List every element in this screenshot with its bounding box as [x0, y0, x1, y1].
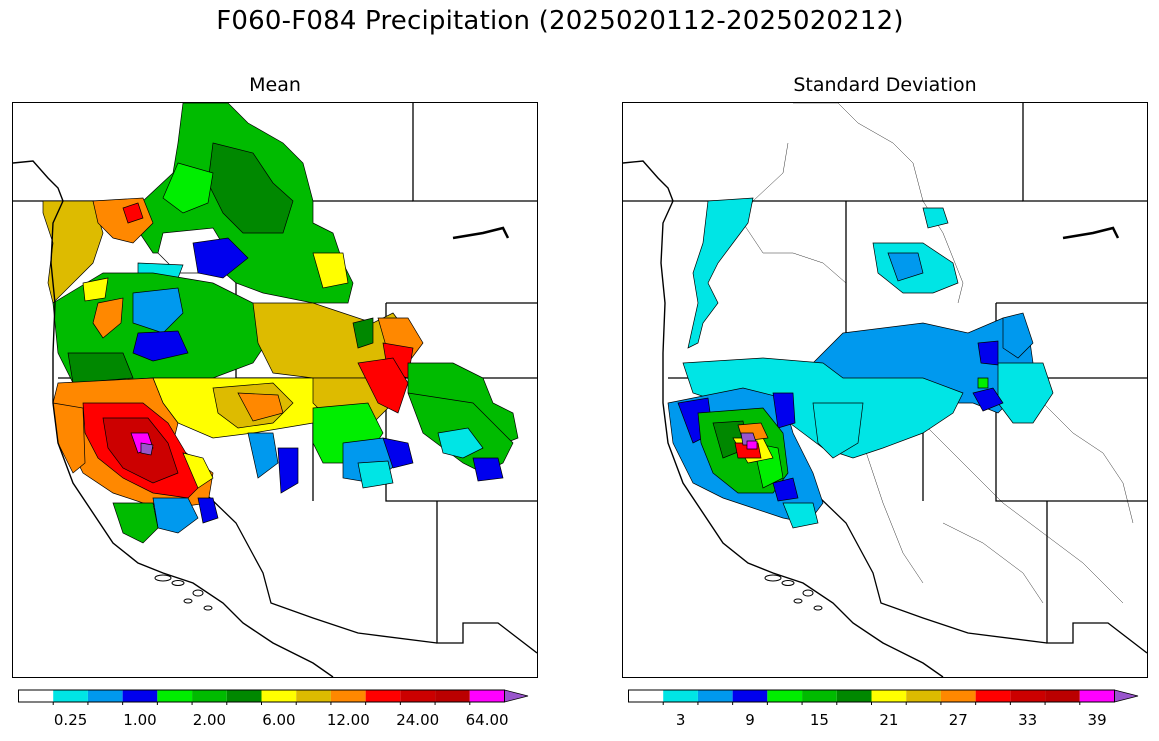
region-ca-cyan — [782, 502, 819, 529]
region-wy-green-dark — [352, 317, 374, 349]
colorbar-extend-arrow — [1114, 689, 1139, 703]
colorbar-tick-label: 3 — [675, 711, 686, 729]
mean-map-canvas — [13, 103, 537, 677]
colorbar-cell — [871, 690, 907, 702]
colorbar-tick-label: 27 — [948, 711, 968, 729]
region-ca-green — [112, 502, 159, 544]
region-id-blue — [887, 252, 924, 282]
region-wa-red — [122, 202, 144, 224]
mean-panel-title: Mean — [249, 74, 301, 96]
region-ut-cyan — [812, 402, 864, 459]
region-co-navy — [972, 387, 1004, 412]
stddev-map — [622, 102, 1148, 678]
stddev-colorbar — [628, 689, 1139, 705]
region-co-navy2 — [977, 340, 999, 366]
region-mt-cyan — [922, 207, 949, 229]
region-ut-red — [357, 357, 409, 414]
region-or-green2 — [67, 352, 134, 384]
islands — [154, 574, 213, 611]
colorbar-cell — [1010, 690, 1046, 702]
colorbar-tick-label: 1.00 — [123, 711, 157, 729]
region-id-yellow — [312, 252, 349, 289]
colorbar-cell — [261, 690, 297, 702]
colorbar-tick-label: 64.00 — [465, 711, 509, 729]
region-ca-navy2 — [772, 392, 796, 429]
region-ca-yellow — [182, 452, 214, 489]
colorbar-cell — [122, 690, 158, 702]
colorbar-extend-arrow — [504, 689, 529, 703]
colorbar-cell — [400, 690, 436, 702]
region-co-blue — [472, 457, 504, 482]
coastline — [623, 160, 1120, 677]
colorbar-cell — [18, 690, 54, 702]
region-or-blue — [132, 287, 184, 334]
colorbar-tick-label: 39 — [1087, 711, 1107, 729]
colorbar-cell — [906, 690, 941, 702]
colorbar-cell — [226, 690, 262, 702]
canada-boundary-line — [412, 103, 537, 202]
colorbar-cell — [435, 690, 470, 702]
region-nv-orange — [237, 392, 284, 422]
basin-lines — [742, 103, 1134, 604]
colorbar-cell — [975, 690, 1011, 702]
colorbar-tick-label: 2.00 — [192, 711, 227, 729]
region-or-navy — [132, 330, 189, 362]
region-ut-navy — [382, 437, 414, 469]
region-or-yellow — [82, 277, 109, 302]
colorbar-cell — [836, 690, 872, 702]
mean-map — [12, 102, 538, 678]
colorbar-cell — [802, 690, 837, 702]
colorbar-cell — [767, 690, 803, 702]
region-co-cyan2 — [357, 460, 394, 489]
colorbar-tick-label: 0.25 — [53, 711, 88, 729]
region-co-cyan — [997, 362, 1054, 424]
region-ca-purple — [140, 442, 154, 456]
islands — [764, 574, 823, 611]
colorbar-cell — [87, 690, 123, 702]
colorbar-cell — [53, 690, 88, 702]
region-lime — [162, 162, 214, 214]
colorbar-cell — [330, 690, 366, 702]
region-wa-cyan — [687, 197, 754, 349]
coastline — [13, 160, 510, 677]
region-or-orange — [92, 297, 124, 339]
stddev-regions — [667, 197, 1054, 529]
colorbar-tick-label: 21 — [879, 711, 899, 729]
region-ca-navy — [197, 497, 219, 524]
colorbar-cell — [365, 690, 401, 702]
region-co-green — [977, 377, 989, 389]
colorbar-tick-label: 9 — [745, 711, 755, 729]
mean-regions — [42, 103, 519, 544]
stddev-map-canvas — [623, 103, 1147, 677]
region-ca-navy2 — [277, 447, 299, 494]
region-co-cyan — [437, 427, 484, 459]
colorbar-cell — [469, 690, 505, 702]
mean-colorbar — [18, 689, 529, 705]
colorbar-cell — [628, 690, 664, 702]
colorbar-cell — [192, 690, 227, 702]
colorbar-cell — [1045, 690, 1080, 702]
colorbar-tick-label: 15 — [809, 711, 829, 729]
region-ca-blue2 — [247, 432, 279, 479]
colorbar-cell — [296, 690, 331, 702]
colorbar-cell — [1079, 690, 1115, 702]
region-green-2 — [207, 142, 294, 234]
region-co-blue — [1002, 312, 1034, 359]
figure-title: F060-F084 Precipitation (2025020112-2025… — [216, 6, 904, 36]
region-wa-blue — [192, 237, 249, 279]
colorbar-cell — [732, 690, 768, 702]
colorbar-tick-label: 6.00 — [262, 711, 296, 729]
colorbar-cell — [663, 690, 698, 702]
colorbar-tick-label: 24.00 — [396, 711, 440, 729]
colorbar-tick-label: 33 — [1018, 711, 1038, 729]
region-ca-magenta — [746, 440, 758, 450]
stddev-panel-title: Standard Deviation — [793, 74, 977, 96]
colorbar-cell — [157, 690, 193, 702]
colorbar-cell — [940, 690, 976, 702]
region-ca-navy3 — [772, 477, 799, 502]
colorbar-cell — [697, 690, 733, 702]
colorbar-tick-label: 12.00 — [326, 711, 370, 729]
